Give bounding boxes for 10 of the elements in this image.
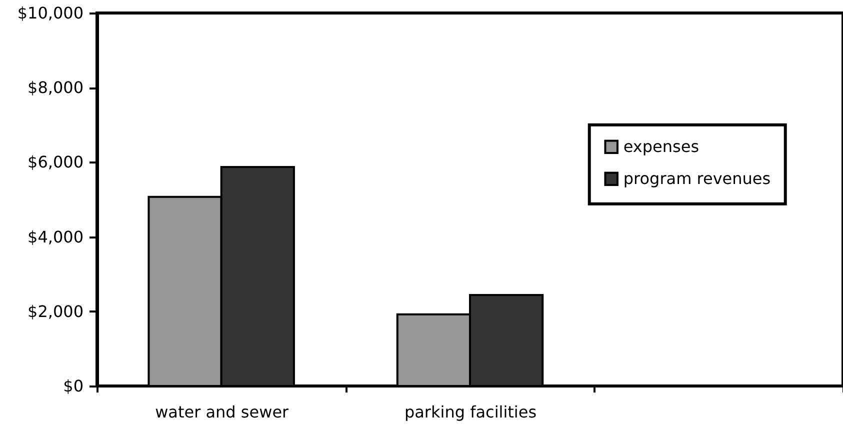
y-tick-label: $4,000 [28,227,84,246]
y-tick-label: $0 [63,376,84,396]
x-tick-label: parking facilities [404,402,537,422]
y-tick-label: $6,000 [28,152,84,172]
legend-label: program revenues [623,168,771,188]
y-tick-label: $10,000 [17,4,84,22]
legend-label: expenses [623,136,700,156]
x-tick-label: water and sewer [155,402,290,422]
y-tick-label: $8,000 [28,78,84,98]
y-tick-label: $2,000 [28,302,84,321]
